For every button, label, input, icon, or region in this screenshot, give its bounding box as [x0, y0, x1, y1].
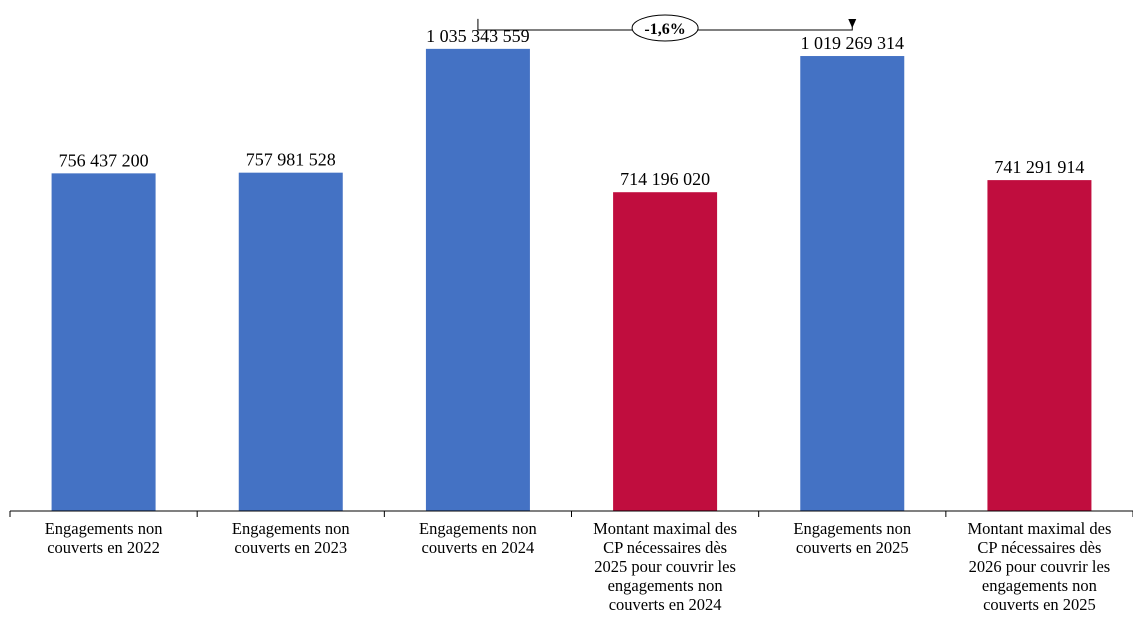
category-label-1: Engagements non couverts en 2022 — [45, 519, 163, 557]
category-labels-group: Engagements non couverts en 2022Engagemen… — [45, 519, 1112, 614]
category-label-line: couverts en 2025 — [983, 595, 1096, 614]
change-label: -1,6% — [644, 21, 685, 38]
category-label-line: couverts en 2025 — [796, 538, 909, 557]
bar-4 — [613, 192, 718, 511]
bar-5 — [800, 56, 905, 511]
category-label-line: Engagements non — [419, 519, 537, 538]
category-label-line: 2025 pour couvrir les — [594, 557, 736, 576]
category-label-6: Montant maximal des CP nécessaires dès 202… — [967, 519, 1111, 614]
category-label-line: couverts en 2024 — [609, 595, 722, 614]
category-label-line: couverts en 2023 — [234, 538, 347, 557]
bar-1 — [51, 173, 156, 511]
category-label-line: Engagements non — [232, 519, 350, 538]
category-label-line: Montant maximal des — [593, 519, 737, 538]
category-label-line: CP nécessaires dès — [977, 538, 1101, 557]
value-label-3: 1 035 343 559 — [426, 26, 530, 46]
category-label-line: engagements non — [982, 576, 1097, 595]
value-label-6: 741 291 914 — [994, 157, 1084, 177]
change-arrowhead — [848, 19, 857, 29]
category-label-line: engagements non — [608, 576, 723, 595]
value-label-5: 1 019 269 314 — [801, 33, 905, 53]
category-label-4: Montant maximal des CP nécessaires dès 202… — [593, 519, 737, 614]
category-label-line: Montant maximal des — [967, 519, 1111, 538]
value-label-4: 714 196 020 — [620, 169, 710, 189]
category-label-line: 2026 pour couvrir les — [969, 557, 1111, 576]
category-label-3: Engagements non couverts en 2024 — [419, 519, 537, 557]
bar-6 — [987, 180, 1092, 511]
bar-2 — [238, 172, 343, 511]
category-label-line: Engagements non — [45, 519, 163, 538]
category-label-line: Engagements non — [793, 519, 911, 538]
value-label-1: 756 437 200 — [59, 150, 149, 170]
change-annotation: -1,6% — [477, 14, 857, 42]
value-labels-group: 756 437 200 757 981 528 1 035 343 559 714 1… — [59, 26, 1085, 189]
change-badge — [631, 14, 699, 42]
bars-group — [51, 48, 1092, 511]
bar-3 — [425, 48, 530, 511]
value-label-2: 757 981 528 — [246, 150, 336, 170]
category-label-5: Engagements non couverts en 2025 — [793, 519, 911, 557]
category-label-2: Engagements non couverts en 2023 — [232, 519, 350, 557]
category-label-line: couverts en 2022 — [47, 538, 160, 557]
category-label-line: couverts en 2024 — [422, 538, 535, 557]
x-axis-ticks — [9, 511, 1133, 517]
category-label-line: CP nécessaires dès — [603, 538, 727, 557]
